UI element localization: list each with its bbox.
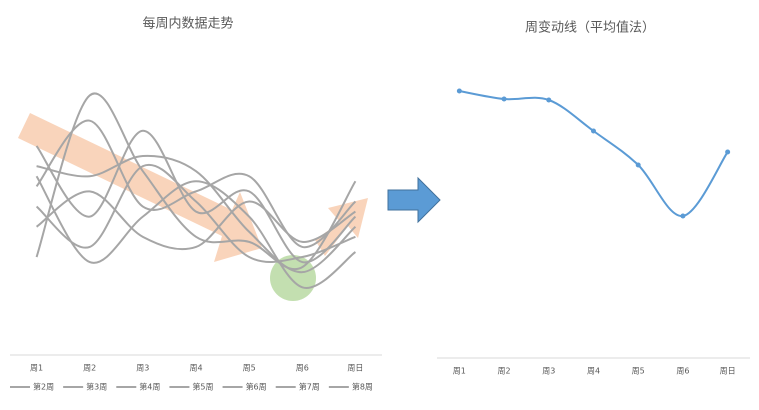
legend-label: 第3周 bbox=[86, 382, 107, 392]
series-line bbox=[35, 129, 357, 264]
legend-label: 第4周 bbox=[139, 382, 160, 392]
legend-label: 第7周 bbox=[299, 382, 320, 392]
x-tick-label: 周6 bbox=[676, 367, 689, 376]
x-tick-label: 周3 bbox=[542, 367, 555, 376]
chart-title: 每周内数据走势 bbox=[142, 16, 233, 32]
x-tick-label: 周日 bbox=[347, 364, 363, 373]
data-point bbox=[501, 96, 507, 102]
data-point bbox=[591, 128, 596, 134]
series-line bbox=[35, 119, 357, 248]
data-point bbox=[456, 88, 462, 94]
x-tick-label: 周2 bbox=[83, 364, 96, 373]
series-line bbox=[35, 163, 356, 263]
x-tick-label: 周5 bbox=[243, 364, 256, 373]
transition-arrow bbox=[387, 176, 441, 224]
series-line bbox=[35, 175, 357, 289]
data-point bbox=[546, 97, 552, 103]
chart-title: 周变动线（平均值法） bbox=[525, 20, 655, 36]
x-tick-label: 周4 bbox=[189, 364, 202, 373]
x-tick-label: 周1 bbox=[453, 367, 466, 376]
x-tick-label: 周2 bbox=[498, 367, 511, 376]
x-tick-label: 周4 bbox=[587, 367, 600, 376]
x-tick-label: 周3 bbox=[136, 364, 149, 373]
series-line bbox=[36, 154, 357, 274]
x-tick-label: 周日 bbox=[720, 367, 736, 376]
legend-label: 第2周 bbox=[33, 382, 54, 392]
series-line bbox=[35, 190, 356, 251]
x-tick-label: 周5 bbox=[632, 367, 645, 376]
data-point bbox=[725, 149, 731, 155]
x-tick-label: 周1 bbox=[30, 364, 43, 373]
legend-label: 第8周 bbox=[352, 382, 373, 392]
x-tick-label: 周6 bbox=[296, 364, 309, 373]
legend-label: 第5周 bbox=[192, 382, 213, 392]
legend-label: 第6周 bbox=[246, 382, 267, 392]
data-point bbox=[635, 162, 641, 168]
series-line bbox=[35, 92, 357, 271]
trend-arrow-down bbox=[18, 113, 262, 262]
data-point bbox=[680, 213, 686, 219]
